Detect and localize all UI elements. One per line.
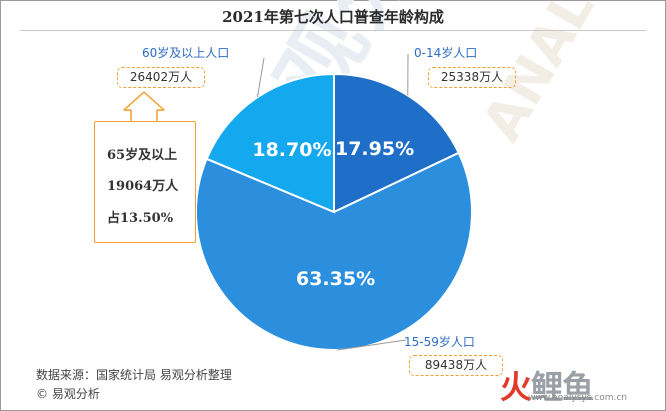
category-label-60-plus: 60岁及以上人口: [142, 46, 230, 60]
pie-slice-60-plus: [205, 72, 335, 214]
data-source: 数据来源：国家统计局 易观分析整理: [36, 368, 232, 382]
category-label-15-59: 15-59岁人口: [404, 335, 475, 349]
callout-share: 占13.50%: [107, 211, 174, 226]
callout-population: 19064万人: [107, 179, 179, 194]
percent-label-15-59: 63.35%: [296, 268, 375, 290]
leader-line-60-plus: [257, 57, 265, 98]
leader-line-15-59: [337, 339, 407, 351]
value-box-60-plus: 26402万人: [117, 67, 205, 88]
leader-lines: [257, 53, 409, 351]
copyright-note: © 易观分析: [36, 387, 100, 401]
pie-slices: [195, 72, 473, 351]
percent-label-0-14: 17.95%: [335, 138, 414, 160]
value-box-0-14: 25338万人: [428, 67, 516, 88]
logo-fire: 火: [500, 368, 532, 406]
chart-title: 2021年第七次人口普查年龄构成: [222, 8, 444, 26]
title-divider: [20, 30, 646, 31]
value-box-15-59: 89438万人: [409, 355, 503, 376]
percent-labels: 17.95% 63.35% 18.70%: [252, 138, 414, 290]
callout-age-label: 65岁及以上: [107, 148, 178, 163]
site-logo: 火鲤鱼: [500, 362, 594, 408]
category-label-0-14: 0-14岁人口: [414, 46, 478, 60]
logo-rest: 鲤鱼: [531, 368, 594, 406]
percent-label-60-plus: 18.70%: [252, 139, 331, 161]
logo-url: www.analysys.com.cn: [528, 393, 627, 403]
callout-65-plus: 65岁及以上 19064万人 占13.50%: [94, 121, 196, 243]
